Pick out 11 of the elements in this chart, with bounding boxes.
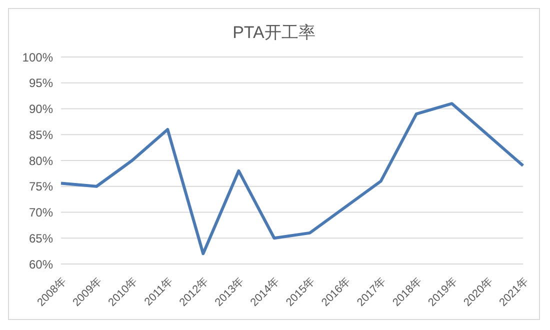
y-tick-label: 85% [28, 128, 54, 142]
y-tick-label: 65% [28, 231, 54, 246]
y-tick-label: 75% [28, 180, 54, 194]
y-tick-label: 70% [28, 206, 54, 220]
y-tick-label: 90% [28, 102, 54, 116]
chart-title: PTA开工率 [232, 22, 316, 44]
y-tick-label: 60% [28, 257, 54, 272]
y-tick-label: 80% [28, 154, 54, 168]
y-tick-label: 100% [22, 50, 54, 64]
y-tick-label: 95% [28, 76, 54, 90]
line-series [60, 102, 524, 256]
